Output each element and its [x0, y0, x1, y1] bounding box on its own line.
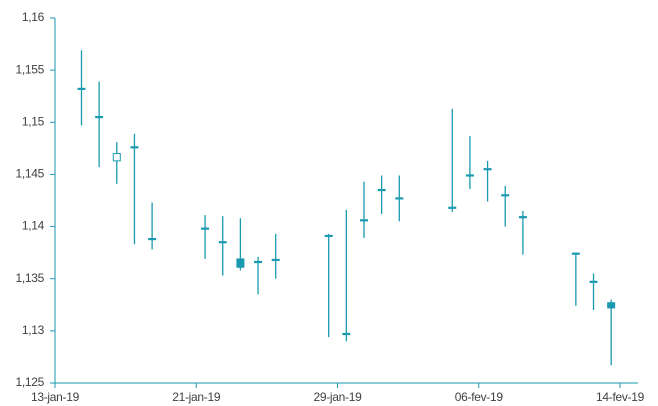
- candle-body: [112, 153, 121, 162]
- x-tick-label: 14-fev-19: [596, 390, 645, 404]
- y-tick-label: 1,125: [15, 375, 44, 389]
- y-tick-label: 1,16: [22, 10, 45, 24]
- x-tick-label: 21-jan-19: [172, 390, 221, 404]
- x-tick-label: 13-jan-19: [31, 390, 80, 404]
- y-tick-label: 1,13: [22, 323, 45, 337]
- candle-body: [236, 258, 245, 268]
- x-tick-label: 06-fev-19: [455, 390, 504, 404]
- y-tick-label: 1,135: [15, 271, 44, 285]
- y-tick-label: 1,145: [15, 167, 44, 181]
- y-tick-label: 1,15: [22, 114, 45, 128]
- x-tick-label: 29-jan-19: [313, 390, 362, 404]
- y-tick-label: 1,14: [22, 219, 45, 233]
- y-tick-label: 1,155: [15, 62, 44, 76]
- candle-body: [607, 302, 616, 309]
